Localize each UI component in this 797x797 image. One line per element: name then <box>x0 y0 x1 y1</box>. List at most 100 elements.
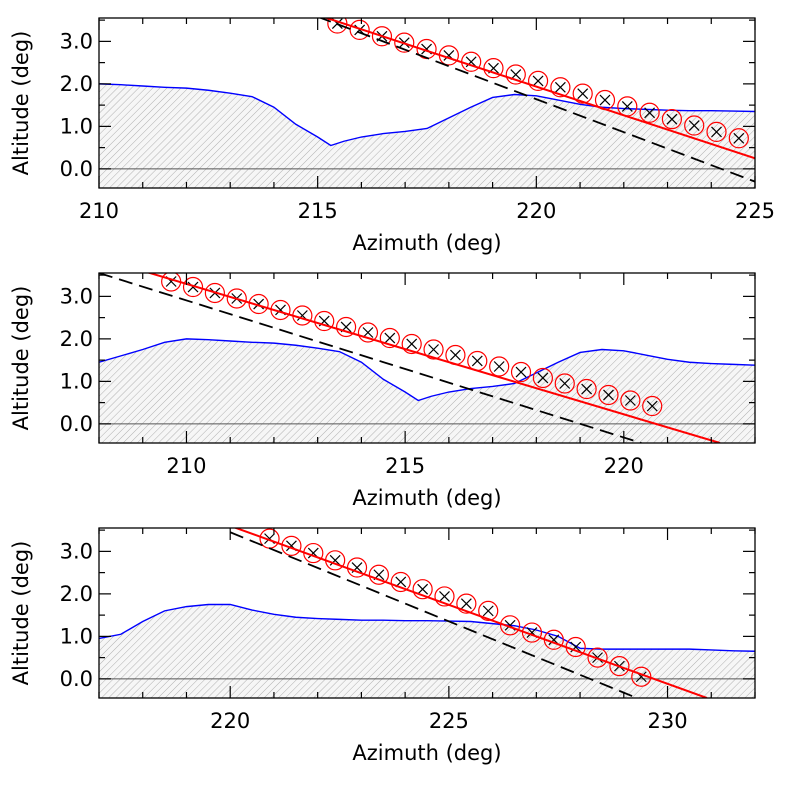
y-tick-label: 0.0 <box>60 157 93 181</box>
horizon-line <box>99 603 755 652</box>
circle-marker <box>521 622 543 643</box>
y-axis-label: Altitude (deg) <box>9 286 33 431</box>
circle-marker <box>661 109 683 130</box>
circle-marker <box>576 378 597 400</box>
dashed-line <box>318 18 755 183</box>
horizon-fill <box>99 604 755 698</box>
circle-marker <box>550 77 571 98</box>
x-tick-label: 215 <box>298 199 338 223</box>
x-marker <box>711 126 722 138</box>
circle-marker <box>394 32 415 53</box>
x-tick-label: 220 <box>604 454 644 478</box>
series-observed-track-x- <box>264 533 647 683</box>
circle-marker <box>554 373 575 394</box>
circle-marker <box>505 64 526 85</box>
horizon-fill <box>99 83 755 188</box>
circle-marker <box>281 535 302 556</box>
x-marker <box>417 583 429 595</box>
circle-marker <box>572 83 593 104</box>
circle-marker <box>642 395 663 417</box>
y-tick-label: 1.0 <box>60 114 93 138</box>
series-black-dashed-line <box>99 273 642 443</box>
circle-marker <box>456 593 477 614</box>
x-marker <box>439 591 450 602</box>
series-horizon-profile <box>99 83 755 188</box>
x-tick-label: 210 <box>166 454 206 478</box>
circle-marker <box>489 356 510 377</box>
axes-frame <box>98 527 756 699</box>
series-red-fit-line <box>323 18 755 160</box>
series-observed-track-x- <box>331 18 745 144</box>
circle-marker <box>483 58 504 79</box>
x-marker <box>577 88 589 100</box>
y-tick-label: 3.0 <box>60 284 93 308</box>
series-red-fit-line <box>233 528 708 698</box>
y-tick-label: 2.0 <box>60 582 93 606</box>
y-tick-label: 3.0 <box>60 29 93 53</box>
x-marker <box>515 366 527 378</box>
circle-marker <box>434 586 455 607</box>
x-axis-label: Azimuth (deg) <box>352 486 501 510</box>
x-marker <box>537 372 549 384</box>
horizon-fill <box>99 338 755 443</box>
chart-panel-3: 220 225 230 0.0 1.0 2.0 3.0 Azimuth (deg) Altitu… <box>9 527 756 765</box>
x-axis-label: Azimuth (deg) <box>352 231 501 255</box>
dashed-line <box>229 531 638 698</box>
circle-marker <box>349 19 370 40</box>
x-marker <box>532 75 544 87</box>
series-black-dashed-line <box>229 531 638 698</box>
y-axis-label: Altitude (deg) <box>9 541 33 686</box>
series-red-circle-markers <box>259 528 652 687</box>
axes-frame <box>98 272 756 444</box>
y-tick-label: 2.0 <box>60 327 93 351</box>
plot-area <box>99 18 755 188</box>
x-axis-label: Azimuth (deg) <box>352 741 501 765</box>
circle-marker <box>248 293 269 315</box>
x-marker <box>646 400 658 412</box>
x-marker <box>644 107 656 119</box>
circle-marker <box>357 322 379 343</box>
circle-marker <box>226 288 247 309</box>
circle-marker <box>379 327 400 349</box>
circle-marker <box>532 367 553 389</box>
x-marker <box>187 281 199 293</box>
circle-marker <box>499 615 521 636</box>
y-tick-label: 3.0 <box>60 539 93 563</box>
x-tick-label: 210 <box>79 199 119 223</box>
plot-area <box>99 528 755 698</box>
circle-marker <box>327 18 348 34</box>
fit-line <box>146 273 721 443</box>
x-marker <box>428 344 439 355</box>
x-tick-label: 230 <box>647 709 687 733</box>
y-tick-label: 0.0 <box>60 412 93 436</box>
x-tick-label: 225 <box>429 709 469 733</box>
circle-marker <box>314 310 335 332</box>
y-tick-label: 2.0 <box>60 72 93 96</box>
circle-marker <box>335 316 357 338</box>
circle-marker <box>182 276 204 298</box>
circle-marker <box>478 600 499 621</box>
y-tick-label: 1.0 <box>60 624 93 648</box>
circle-marker <box>684 115 705 136</box>
x-tick-label: 220 <box>516 199 556 223</box>
circle-marker <box>620 390 641 411</box>
x-marker <box>581 383 593 395</box>
circle-marker <box>423 339 444 360</box>
series-horizon-profile <box>99 603 755 698</box>
x-marker <box>559 378 571 389</box>
x-marker <box>621 100 633 112</box>
circle-marker <box>609 656 630 677</box>
series-red-fit-line <box>146 273 721 443</box>
series-black-dashed-line <box>318 18 755 183</box>
x-marker <box>460 598 472 610</box>
x-marker <box>493 361 505 372</box>
x-marker <box>624 395 636 406</box>
circle-marker <box>371 26 393 47</box>
x-marker <box>603 389 614 401</box>
fit-line <box>323 18 755 160</box>
x-marker <box>599 94 611 106</box>
circle-marker <box>598 384 619 406</box>
x-marker <box>406 338 418 350</box>
axes-frame <box>98 17 756 189</box>
x-marker <box>666 113 678 125</box>
